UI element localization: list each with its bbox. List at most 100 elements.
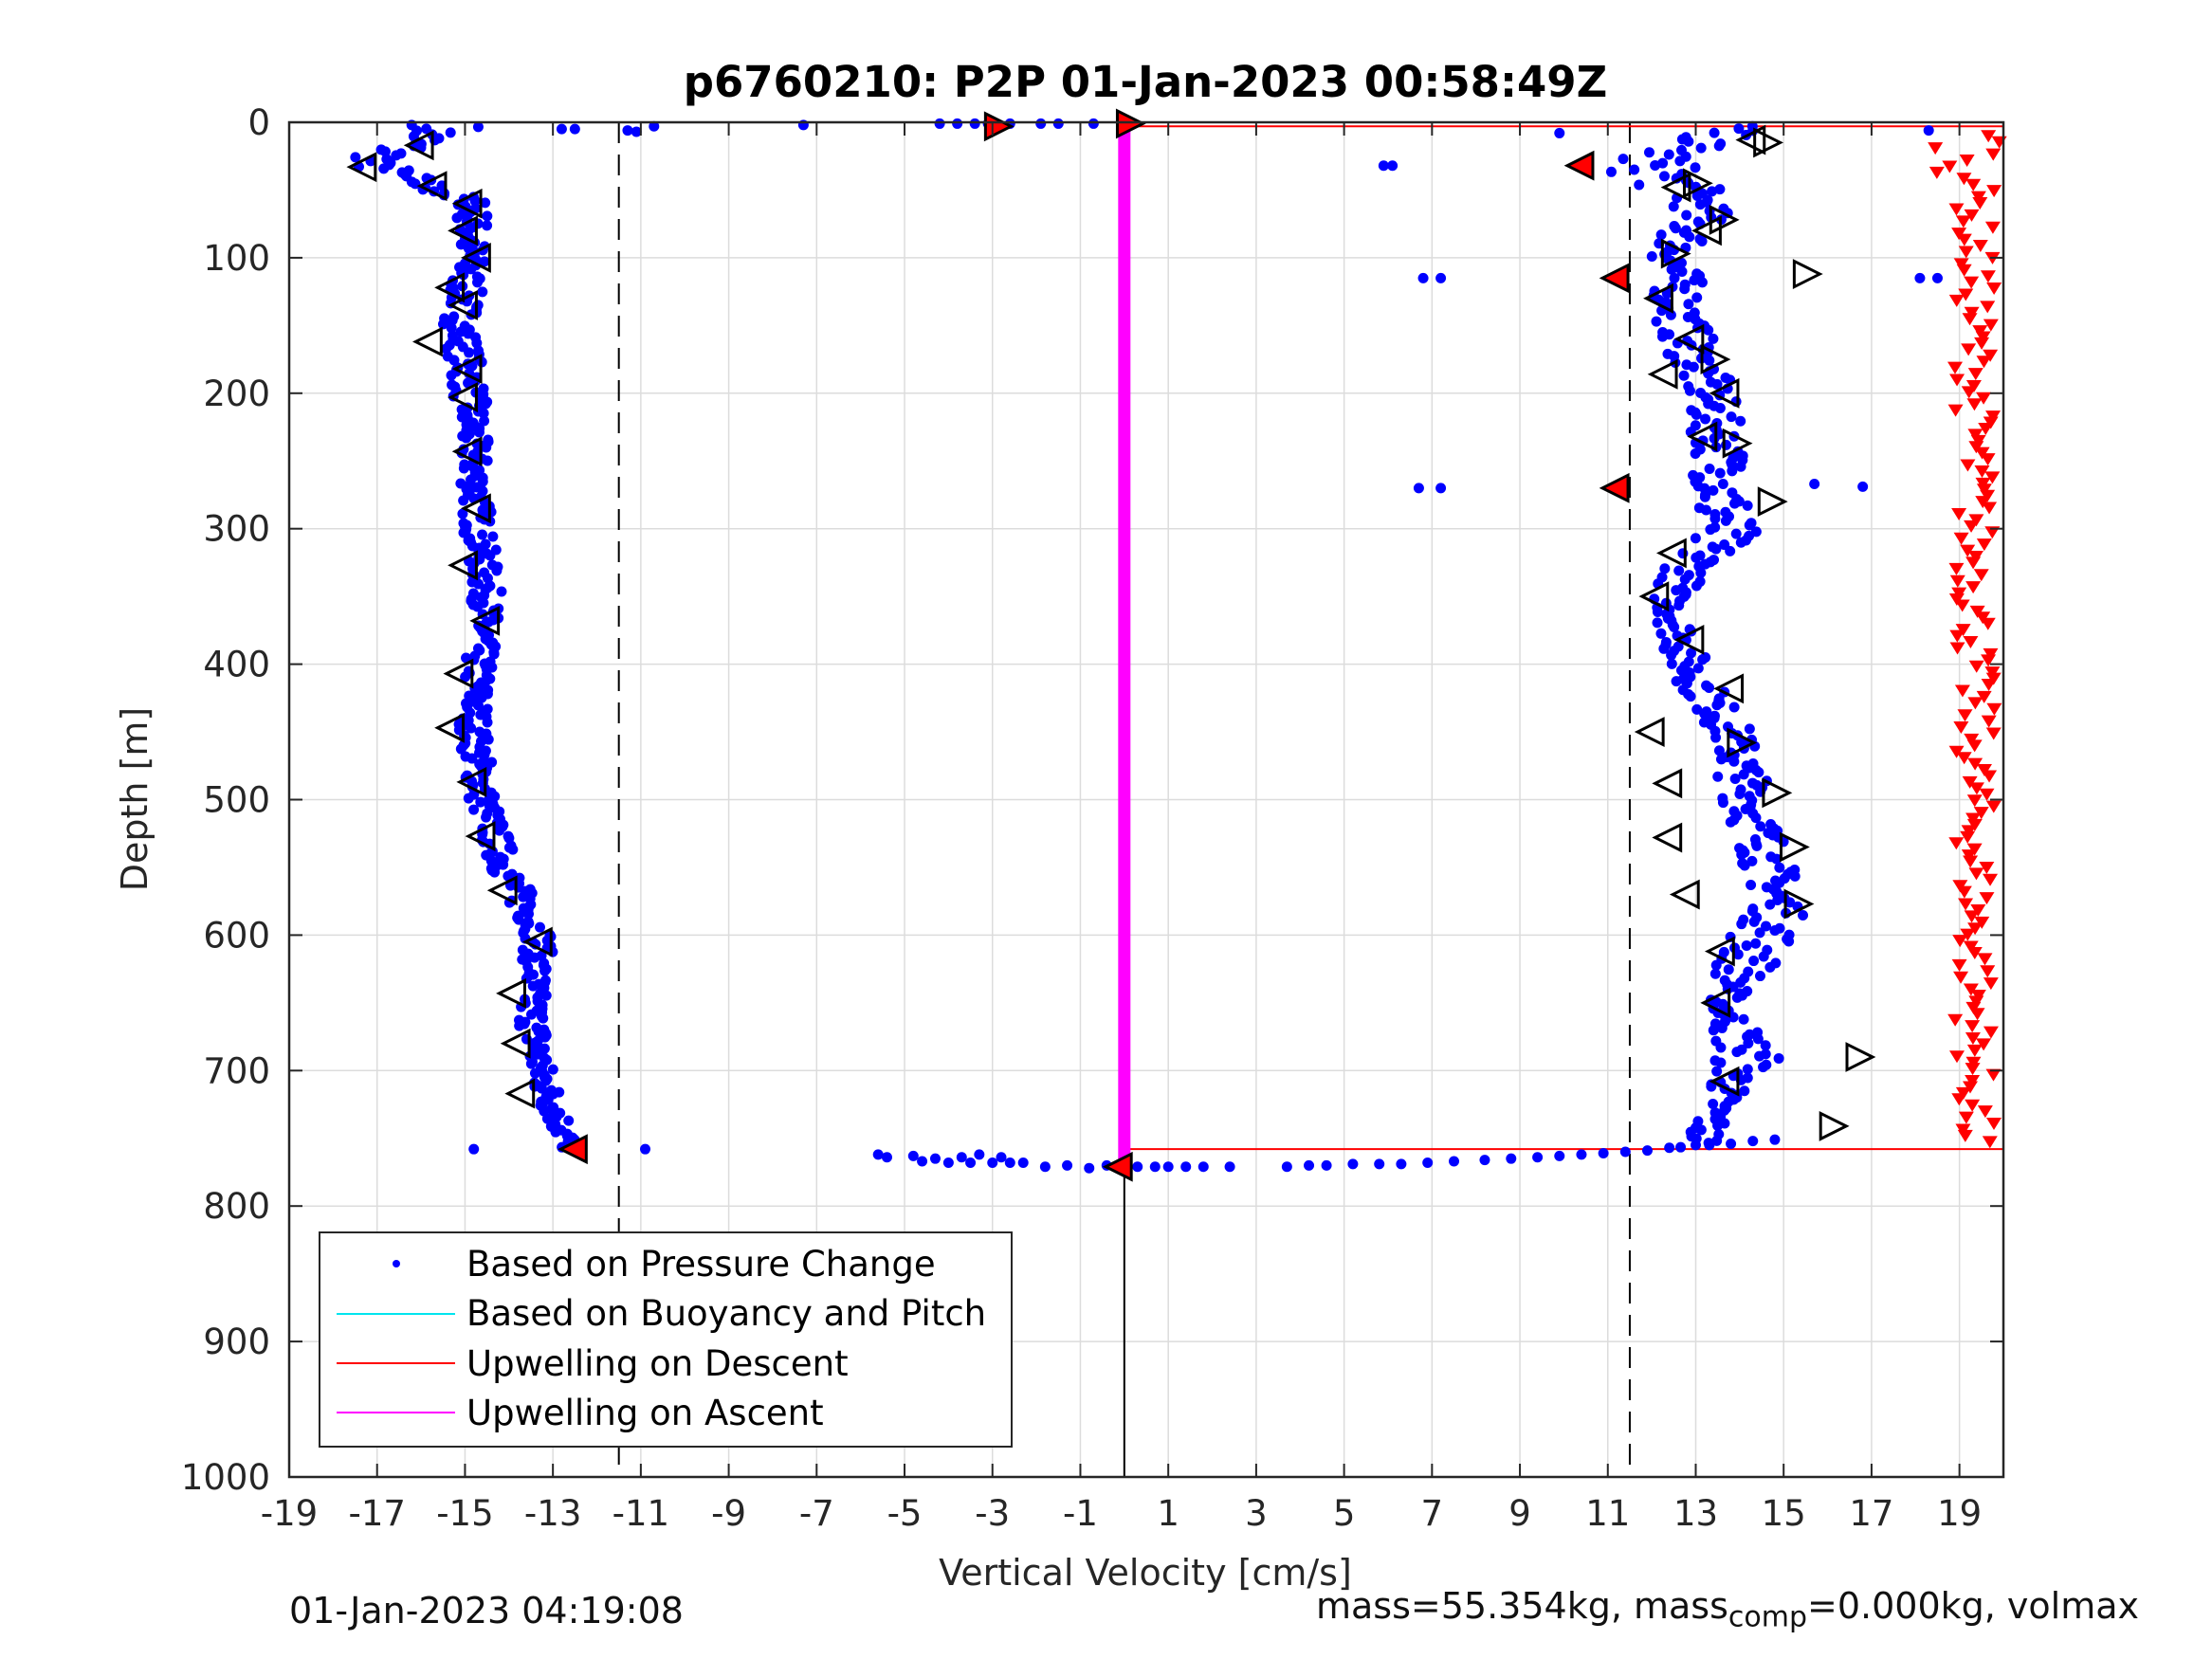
ascent-velocity-point bbox=[1714, 184, 1726, 195]
bottom-turn-velocity-point bbox=[1690, 1139, 1701, 1151]
left-triangle-marker bbox=[486, 875, 518, 906]
bottom-turn-velocity-point bbox=[1180, 1161, 1192, 1173]
ascent-velocity-point bbox=[1731, 1047, 1743, 1058]
ascent-velocity-point bbox=[1744, 520, 1755, 531]
ascent-velocity-point bbox=[1690, 448, 1701, 460]
bottom-turn-velocity-point bbox=[1619, 1146, 1631, 1158]
left-triangle-marker bbox=[504, 1078, 536, 1109]
bottom-turn-velocity-point bbox=[965, 1157, 977, 1168]
ascent-velocity-point bbox=[1673, 600, 1685, 611]
ascent-velocity-point bbox=[1652, 617, 1663, 629]
right-triangle-marker bbox=[1845, 1042, 1876, 1072]
ascent-velocity-point bbox=[1741, 940, 1752, 952]
ascent-velocity-point bbox=[1708, 1098, 1719, 1109]
descent-upwelling-marker bbox=[1983, 977, 1999, 991]
left-triangle-marker bbox=[1669, 879, 1700, 910]
descent-upwelling-marker bbox=[1980, 617, 1996, 630]
ascent-velocity-point bbox=[1703, 324, 1714, 336]
descent-upwelling-marker bbox=[1980, 301, 1996, 314]
x-axis-label: Vertical Velocity [cm/s] bbox=[939, 1552, 1352, 1594]
x-tick-label: -19 bbox=[261, 1493, 318, 1534]
bottom-turn-velocity-point bbox=[974, 1149, 985, 1160]
ascent-velocity-point bbox=[1774, 877, 1785, 888]
descent-upwelling-marker bbox=[1960, 928, 1976, 941]
legend-ascent-label: Upwelling on Ascent bbox=[466, 1393, 824, 1433]
descent-velocity-point bbox=[391, 150, 402, 161]
ascent-velocity-point bbox=[1704, 464, 1715, 475]
ascent-velocity-point bbox=[1739, 860, 1750, 871]
y-tick-label: 600 bbox=[203, 915, 270, 956]
descent-velocity-point bbox=[482, 210, 493, 222]
descent-upwelling-marker bbox=[1961, 386, 1977, 399]
descent-upwelling-marker bbox=[1949, 629, 1965, 643]
left-triangle-marker bbox=[443, 658, 474, 689]
descent-upwelling-marker bbox=[1947, 1013, 1964, 1027]
ascent-velocity-point bbox=[1723, 964, 1734, 975]
ascent-velocity-point bbox=[1691, 190, 1703, 201]
bottom-turn-velocity-point bbox=[1347, 1158, 1359, 1170]
descent-upwelling-marker bbox=[1973, 807, 1989, 820]
descent-upwelling-marker bbox=[1957, 709, 1973, 722]
right-triangle-marker bbox=[1792, 259, 1823, 289]
descent-velocity-point bbox=[482, 220, 493, 231]
x-tick-label: 19 bbox=[1937, 1493, 1982, 1534]
ascent-velocity-point bbox=[1753, 767, 1764, 778]
ascent-velocity-point bbox=[1715, 1042, 1727, 1053]
red-triangle-marker bbox=[1599, 472, 1630, 503]
surface-velocity-point bbox=[631, 126, 642, 137]
x-tick-label: 3 bbox=[1245, 1493, 1268, 1534]
ascent-velocity-point bbox=[1783, 936, 1795, 947]
ascent-velocity-point bbox=[1688, 361, 1699, 373]
ascent-velocity-point bbox=[1752, 1033, 1764, 1045]
descent-upwelling-marker bbox=[1968, 867, 1984, 881]
ascent-velocity-point bbox=[1655, 229, 1667, 241]
descent-velocity-point bbox=[525, 1058, 537, 1069]
ascent-velocity-point bbox=[1704, 682, 1715, 693]
ascent-velocity-point bbox=[1744, 723, 1755, 735]
descent-upwelling-marker bbox=[1985, 800, 2002, 813]
descent-velocity-point bbox=[466, 264, 477, 275]
descent-upwelling-marker bbox=[1960, 830, 1976, 844]
ascent-velocity-point bbox=[1758, 1062, 1769, 1073]
ascent-velocity-point bbox=[1652, 606, 1663, 617]
descent-velocity-point bbox=[472, 277, 484, 288]
bottom-turn-velocity-point bbox=[1304, 1159, 1315, 1171]
descent-velocity-point bbox=[487, 531, 499, 542]
descent-velocity-point bbox=[529, 952, 540, 963]
descent-upwelling-marker bbox=[1974, 337, 1990, 350]
descent-upwelling-marker bbox=[1949, 574, 1965, 588]
ascent-velocity-point bbox=[1707, 186, 1718, 197]
descent-velocity-point bbox=[350, 152, 361, 163]
descent-upwelling-marker bbox=[1947, 404, 1964, 417]
x-tick-label: -17 bbox=[348, 1493, 405, 1534]
surface-velocity-point bbox=[1914, 272, 1926, 283]
mass-text-rest: =0.000kg, volmax bbox=[1807, 1585, 2140, 1627]
ascent-velocity-point bbox=[1691, 552, 1702, 563]
ascent-velocity-point bbox=[1755, 821, 1766, 832]
right-triangle-marker bbox=[1682, 168, 1713, 199]
descent-velocity-point bbox=[475, 796, 486, 808]
ascent-velocity-point bbox=[1695, 142, 1707, 154]
ascent-velocity-point bbox=[1731, 992, 1743, 1003]
descent-velocity-point bbox=[458, 463, 469, 474]
descent-upwelling-marker bbox=[1953, 721, 1969, 735]
ascent-velocity-point bbox=[1784, 897, 1796, 908]
left-triangle-marker bbox=[434, 272, 466, 303]
left-triangle-marker bbox=[346, 152, 377, 183]
ascent-velocity-point bbox=[1729, 498, 1741, 509]
red-triangle-marker bbox=[557, 1134, 588, 1165]
right-triangle-marker bbox=[1722, 428, 1753, 459]
descent-velocity-point bbox=[463, 377, 474, 389]
descent-upwelling-marker bbox=[1948, 745, 1965, 758]
ascent-velocity-point bbox=[1629, 164, 1640, 175]
ascent-velocity-point bbox=[1634, 179, 1645, 191]
ascent-velocity-point bbox=[1650, 159, 1661, 171]
bottom-turn-velocity-point bbox=[1726, 1138, 1737, 1149]
left-triangle-marker bbox=[434, 712, 466, 743]
left-triangle-marker bbox=[1673, 323, 1705, 355]
ascent-velocity-point bbox=[1714, 467, 1726, 479]
bottom-turn-velocity-point bbox=[1532, 1152, 1544, 1163]
left-triangle-marker bbox=[496, 977, 526, 1009]
descent-upwelling-marker bbox=[1948, 562, 1965, 575]
ascent-velocity-point bbox=[1643, 147, 1654, 158]
